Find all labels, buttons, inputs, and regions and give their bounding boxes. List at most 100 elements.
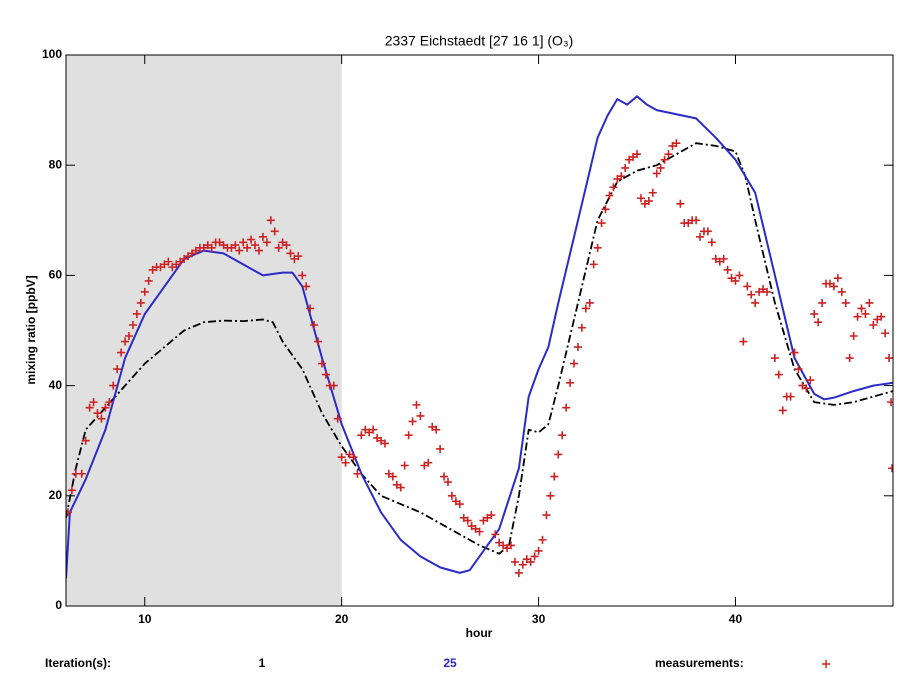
measurement-point xyxy=(282,241,291,250)
y-tick-label: 80 xyxy=(49,157,63,171)
measurement-point xyxy=(514,568,523,577)
measurement-point xyxy=(833,274,842,283)
measurement-point xyxy=(353,469,362,478)
measurement-point xyxy=(566,378,575,387)
measurement-point xyxy=(676,199,685,208)
x-axis-label: hour xyxy=(466,626,493,640)
measurement-point xyxy=(577,323,586,332)
y-tick-label: 100 xyxy=(42,47,62,61)
measurement-point xyxy=(534,546,543,555)
measurement-point xyxy=(597,219,606,228)
measurement-point xyxy=(837,287,846,296)
x-tick-label: 40 xyxy=(729,612,743,626)
measurement-point xyxy=(526,557,535,566)
measurement-point xyxy=(530,552,539,561)
measurement-point xyxy=(412,400,421,409)
measurement-point xyxy=(144,276,153,285)
legend-label: 25 xyxy=(443,656,457,670)
series-line xyxy=(66,95,893,579)
measurement-point xyxy=(510,557,519,566)
measurement-point xyxy=(751,298,760,307)
measurement-point xyxy=(254,246,263,255)
measurement-point xyxy=(349,453,358,462)
measurement-point xyxy=(270,227,279,236)
measurement-point xyxy=(652,169,661,178)
plot-area xyxy=(66,95,893,579)
measurement-point xyxy=(77,469,86,478)
measurement-point xyxy=(648,188,657,197)
measurement-point xyxy=(400,461,409,470)
measurement-point xyxy=(231,241,240,250)
measurement-point xyxy=(762,287,771,296)
measurement-point xyxy=(251,241,260,250)
measurement-point xyxy=(562,403,571,412)
measurement-point xyxy=(774,370,783,379)
measurement-point xyxy=(357,431,366,440)
measurement-point xyxy=(125,332,134,341)
plot-frame xyxy=(65,54,894,607)
measurement-point xyxy=(636,194,645,203)
measurement-point xyxy=(306,304,315,313)
measurement-point xyxy=(877,312,886,321)
measurement-point xyxy=(455,500,464,509)
measurement-point xyxy=(818,298,827,307)
measurement-point xyxy=(109,381,118,390)
measurement-point xyxy=(93,409,102,418)
measurement-point xyxy=(66,508,72,517)
measurement-point xyxy=(558,431,567,440)
measurement-point xyxy=(703,227,712,236)
measurement-point xyxy=(865,298,874,307)
measurement-point xyxy=(601,205,610,214)
measurement-point xyxy=(802,384,811,393)
measurement-point xyxy=(814,318,823,327)
measurement-point xyxy=(416,411,425,420)
measurement-point xyxy=(672,139,681,148)
measurement-point xyxy=(719,254,728,263)
legend-label: measurements: xyxy=(655,656,744,670)
measurement-point xyxy=(881,329,890,338)
measurement-point xyxy=(656,163,665,172)
measurement-point xyxy=(113,365,122,374)
measurement-point xyxy=(136,298,145,307)
measurement-point xyxy=(487,511,496,520)
measurement-point xyxy=(585,298,594,307)
measurement-point xyxy=(853,312,862,321)
measurement-point xyxy=(554,450,563,459)
measurement-point xyxy=(739,337,748,346)
measurement-point xyxy=(696,232,705,241)
measurement-point xyxy=(258,232,267,241)
measurement-point xyxy=(294,252,303,261)
measurement-point xyxy=(317,359,326,368)
measurement-point xyxy=(550,472,559,481)
y-tick-label: 0 xyxy=(55,598,62,612)
measurement-point xyxy=(538,535,547,544)
x-tick-label: 20 xyxy=(335,612,349,626)
measurement-point xyxy=(609,183,618,192)
measurement-point xyxy=(723,265,732,274)
measurement-point xyxy=(274,243,283,252)
measurement-point xyxy=(829,282,838,291)
measurement-point xyxy=(546,491,555,500)
measurement-point xyxy=(887,398,893,407)
measurement-point xyxy=(235,246,244,255)
measurement-point xyxy=(85,403,94,412)
measurement-point xyxy=(432,425,441,434)
measurement-point xyxy=(117,348,126,357)
measurement-point xyxy=(239,238,248,247)
measurement-point xyxy=(424,458,433,467)
measurement-point xyxy=(67,486,76,495)
measurement-point xyxy=(380,439,389,448)
measurement-point xyxy=(570,359,579,368)
measurement-point xyxy=(443,478,452,487)
measurement-point xyxy=(447,491,456,500)
measurement-point xyxy=(593,243,602,252)
measurement-point xyxy=(408,417,417,426)
measurement-point xyxy=(314,337,323,346)
x-tick-label: 10 xyxy=(138,612,152,626)
measurement-point xyxy=(97,414,106,423)
measurement-point xyxy=(164,257,173,266)
measurement-point xyxy=(121,337,130,346)
measurement-point xyxy=(302,282,311,291)
measurement-point xyxy=(298,271,307,280)
